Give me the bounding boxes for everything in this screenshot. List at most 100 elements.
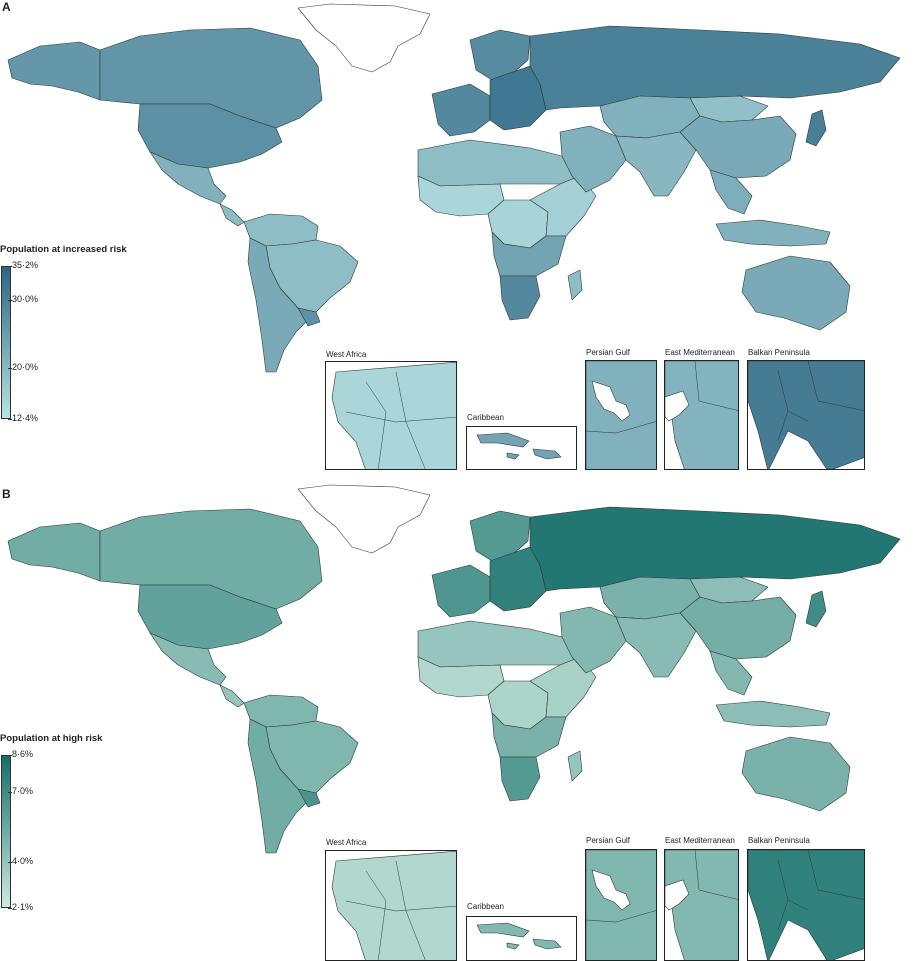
region-south-asia [615,612,697,678]
inset-title-balkan-peninsula: Balkan Peninsula [748,348,810,357]
region-uruguay [297,307,321,327]
inset-shape [748,361,864,469]
region-north-africa [417,620,581,668]
inset-caribbean [466,426,577,470]
inset-shape [365,870,387,960]
legend-tick-max: 8·6% [7,749,34,759]
region-alaska [7,41,101,101]
region-uruguay [297,788,321,808]
inset-shape [586,910,656,923]
region-madagascar [567,750,583,782]
legend-tick-30: 30·0% [7,294,39,304]
region-scandinavia [469,29,531,81]
region-alaska [7,522,101,582]
inset-title-caribbean: Caribbean [467,413,504,422]
region-indonesia [715,219,831,247]
inset-shape [532,448,562,460]
panel-a: A Population at increased risk 35·2% 30·… [0,0,918,480]
region-japan [805,109,827,147]
region-australia [741,736,851,812]
inset-shape [694,850,738,900]
inset-east-mediterranean [664,360,739,470]
region-usa [137,584,283,650]
inset-shape [694,361,738,411]
region-south-asia [615,131,697,197]
inset-shape [748,850,864,960]
panel-b: B Population at high risk 8·6% 7·0% 4·0%… [0,481,918,961]
inset-shape [345,411,456,423]
legend-tick-7: 7·0% [7,786,34,796]
inset-title-caribbean: Caribbean [467,902,504,911]
inset-title-persian-gulf: Persian Gulf [586,836,631,845]
inset-west-africa [325,850,457,961]
region-central-america [219,684,245,708]
inset-shape [591,869,631,911]
legend-tick-20: 20·0% [7,362,39,372]
inset-persian-gulf [585,360,657,470]
legend-tick-4: 4·0% [7,856,34,866]
inset-shape [395,860,426,960]
region-east-africa [529,656,597,718]
region-mexico [149,632,227,686]
legend-title: Population at increased risk [0,244,127,255]
region-scandinavia [469,510,531,562]
inset-balkan-peninsula [747,360,865,470]
region-usa [137,103,283,169]
region-china [679,596,797,660]
region-southeast-asia [709,650,753,696]
inset-shape [665,879,690,911]
world-map [7,484,901,854]
region-russia [529,25,901,111]
region-east-africa [529,175,597,237]
region-southern-africa [491,712,567,758]
inset-shape [506,452,520,460]
inset-shape [476,922,530,938]
region-north-africa [417,139,581,187]
region-south-america-south [247,237,311,373]
region-china [679,115,797,179]
inset-shape [331,851,456,960]
inset-title-west-africa: West Africa [326,838,367,847]
inset-caribbean [466,916,577,961]
region-middle-east [559,125,627,193]
inset-shape [591,380,631,422]
inset-shape [365,381,387,469]
inset-balkan-peninsula [747,849,865,961]
region-greenland [297,3,431,73]
region-south-africa [499,275,541,321]
region-south-america-south [247,718,311,854]
region-south-africa [499,756,541,802]
legend-tick-min: 2·1% [7,902,34,912]
inset-shape [807,850,864,900]
inset-shape [586,421,656,434]
inset-persian-gulf [585,849,657,961]
region-southern-africa [491,231,567,277]
world-map [7,3,901,373]
inset-shape [777,899,789,931]
inset-shape [476,432,530,448]
region-western-europe [431,564,491,618]
region-mexico [149,151,227,205]
legend-tick-min: 12·4% [7,413,39,423]
inset-shape [506,942,520,950]
inset-title-east-mediterranean: East Mediterranean [665,836,735,845]
inset-shape [665,390,690,422]
panel-label: B [2,487,11,501]
region-southeast-asia [709,169,753,215]
region-western-europe [431,83,491,137]
inset-title-balkan-peninsula: Balkan Peninsula [748,836,810,845]
inset-title-east-mediterranean: East Mediterranean [665,348,735,357]
inset-title-persian-gulf: Persian Gulf [586,348,631,357]
inset-shape [331,362,456,469]
legend-title: Population at high risk [0,733,103,744]
inset-shape [807,361,864,411]
region-madagascar [567,269,583,301]
inset-shape [395,371,426,469]
inset-east-mediterranean [664,849,739,961]
inset-west-africa [325,361,457,470]
region-central-america [219,203,245,227]
inset-shape [777,410,789,442]
region-middle-east [559,606,627,674]
inset-shape [532,938,562,950]
region-australia [741,255,851,331]
